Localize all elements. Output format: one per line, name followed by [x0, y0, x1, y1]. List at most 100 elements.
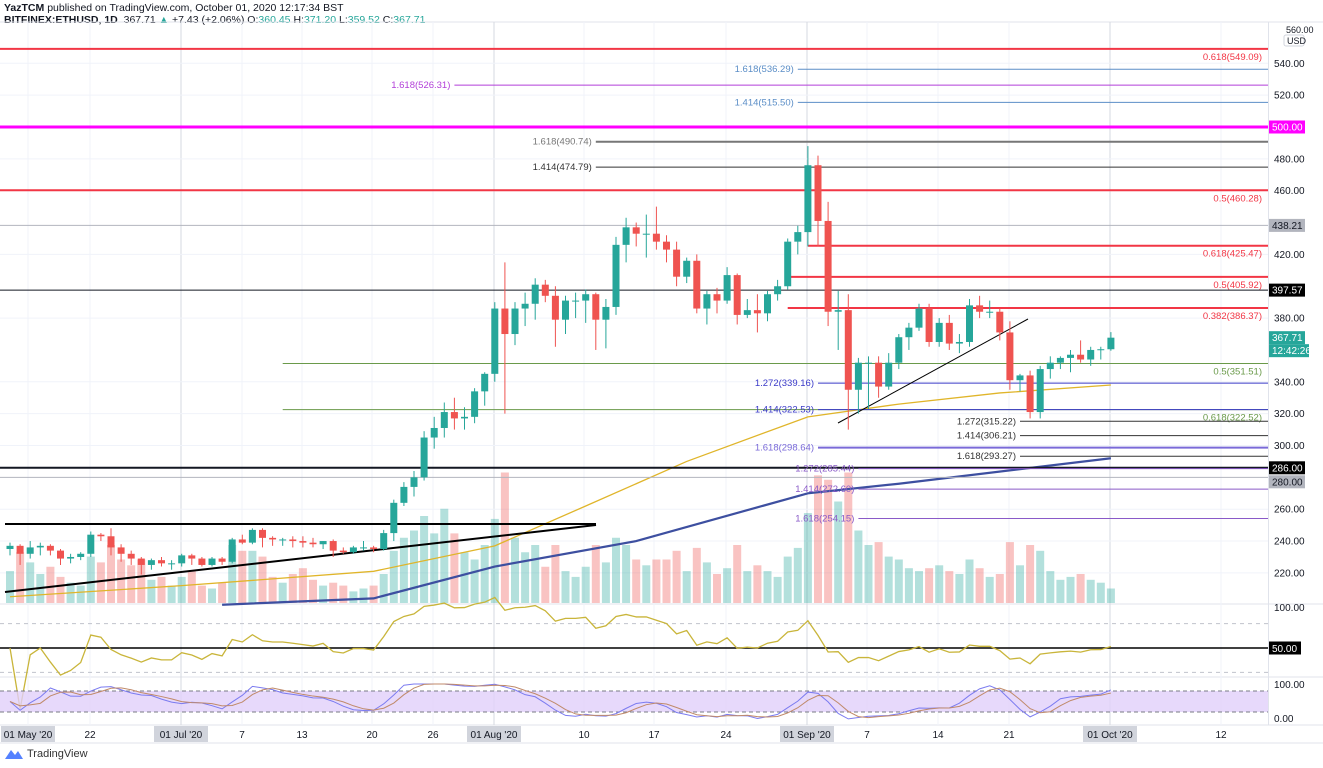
high-value: 371.20	[303, 14, 337, 26]
price-axis-badge	[1269, 475, 1305, 489]
candle	[1097, 346, 1105, 360]
volume-bar	[1066, 576, 1075, 603]
volume-bar	[925, 568, 934, 603]
candle	[137, 556, 145, 575]
candle	[228, 537, 236, 564]
price-axis-badge	[1269, 218, 1305, 232]
volume-bar	[702, 562, 711, 603]
symbol-legend: BITFINEX:ETHUSD, 1D 367.71 ▲ +7.43 (+2.0…	[4, 14, 425, 26]
tradingview-logo[interactable]: TradingView	[4, 748, 88, 760]
fib-level-label: 1.618(536.29)	[735, 64, 794, 75]
time-axis-label: 22	[84, 730, 96, 741]
time-axis-label: 01 May '20	[4, 730, 53, 741]
candle	[915, 303, 923, 331]
candle-body	[299, 541, 307, 543]
time-axis-label: 10	[578, 730, 590, 741]
volume-bar	[682, 571, 691, 603]
rsi-axis-badge	[1269, 641, 1301, 655]
candle	[168, 560, 176, 570]
candle	[238, 534, 246, 545]
volume-bar	[26, 562, 35, 603]
volume-bar	[1036, 550, 1045, 603]
candle	[713, 287, 721, 314]
volume-bar	[834, 501, 843, 603]
candle-body	[400, 486, 408, 503]
price-axis-label: 520.00	[1274, 91, 1305, 102]
volume-bar	[359, 588, 368, 603]
candle	[844, 294, 852, 430]
candle-body	[935, 322, 943, 342]
candle	[26, 541, 34, 559]
candle-body	[36, 545, 44, 548]
volume-bar	[692, 547, 701, 603]
candle-body	[733, 275, 741, 315]
candle	[158, 556, 165, 567]
candle-body	[198, 558, 206, 565]
fib-level-label: 1.618(526.31)	[391, 80, 450, 91]
price-axis-badge-text: 286.00	[1272, 463, 1303, 474]
volume-bar	[642, 565, 651, 603]
candle-body	[582, 294, 590, 301]
fib-level-label: 1.414(272.60)	[795, 484, 854, 495]
volume-bar	[480, 545, 489, 603]
candle	[319, 541, 327, 550]
volume-bar	[521, 552, 530, 603]
volume-bar	[965, 559, 974, 603]
candle-body	[531, 284, 539, 304]
candle	[1077, 340, 1085, 363]
price-axis-label: 220.00	[1274, 568, 1305, 579]
volume-bar	[753, 565, 762, 603]
candle	[491, 302, 499, 382]
candle	[309, 537, 317, 548]
candle-body	[461, 416, 468, 419]
candle-body	[158, 560, 165, 564]
rsi-axis-badge-text: 50.00	[1272, 644, 1297, 655]
volume-bar	[137, 559, 146, 603]
volume-bar	[995, 574, 1004, 603]
price-change: +7.43 (+2.06%)	[171, 14, 245, 26]
volume-bar	[268, 576, 277, 603]
candle	[582, 289, 590, 323]
candle-body	[834, 310, 842, 312]
time-axis-label: 13	[296, 730, 308, 741]
candle	[562, 295, 569, 335]
volume-bar	[1086, 579, 1095, 603]
candle-body	[915, 308, 923, 328]
volume-bar	[420, 516, 429, 603]
price-axis-label: 560.00	[1286, 25, 1314, 35]
candle-body	[683, 260, 691, 277]
time-axis-label: 01 Jul '20	[160, 730, 203, 741]
candle	[339, 547, 347, 554]
candle	[299, 536, 307, 548]
candle-body	[703, 294, 711, 309]
candle-body	[440, 412, 448, 428]
time-label-highlight	[1083, 726, 1137, 742]
volume-bar	[824, 479, 833, 603]
countdown-badge	[1269, 344, 1309, 358]
candle-body	[673, 249, 681, 277]
volume-bar	[379, 574, 388, 603]
candle	[410, 470, 418, 497]
candle	[683, 257, 691, 284]
volume-bar	[975, 568, 984, 603]
time-axis-label: 21	[1003, 730, 1015, 741]
candle-body	[905, 327, 913, 338]
candle-body	[551, 295, 559, 320]
volume-bar	[218, 582, 227, 603]
volume-bar	[16, 552, 25, 603]
price-axis-label: 540.00	[1274, 59, 1305, 70]
price-axis-badge	[1269, 120, 1305, 134]
volume-bar	[96, 562, 105, 603]
volume-bar	[915, 571, 923, 603]
candle	[733, 273, 741, 325]
volume-bar	[672, 550, 681, 603]
symbol-name[interactable]: BITFINEX:ETHUSD, 1D	[4, 14, 118, 26]
price-axis-badge-text: 397.57	[1272, 286, 1303, 297]
fib-level-label: 0.5(460.28)	[1213, 193, 1262, 204]
candle	[531, 278, 539, 320]
candle	[875, 356, 883, 398]
candle-body	[976, 305, 984, 312]
candle	[753, 294, 761, 333]
candle	[400, 482, 408, 507]
